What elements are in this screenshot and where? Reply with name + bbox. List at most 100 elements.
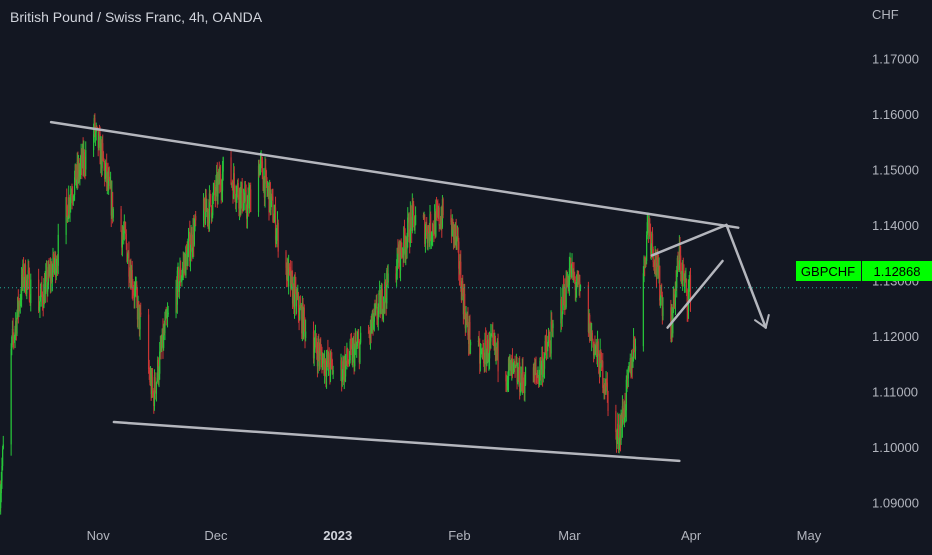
upper-trend-line[interactable] <box>49 120 740 229</box>
candle-body <box>647 217 650 233</box>
candle-body <box>150 375 152 395</box>
candle-body <box>510 360 512 376</box>
candle-body <box>632 359 634 368</box>
y-tick-label: 1.17000 <box>872 51 919 66</box>
candle-body <box>497 341 499 372</box>
candle-body <box>185 246 187 276</box>
lower-trend-line[interactable] <box>112 420 681 463</box>
candle-body <box>685 279 687 281</box>
candle-body <box>590 323 592 340</box>
candle-body <box>181 275 183 279</box>
candle-body <box>354 340 356 348</box>
candle-body <box>269 182 271 211</box>
candle-body <box>288 263 290 269</box>
candle-body <box>130 270 133 288</box>
candle-body <box>111 192 114 218</box>
candle-body <box>153 377 156 407</box>
candle-body <box>426 238 428 243</box>
candle-body <box>264 167 266 198</box>
candle-body <box>303 307 305 321</box>
candle-body <box>327 353 330 365</box>
candle-body <box>238 197 240 209</box>
candle-body <box>535 367 537 374</box>
candle-body <box>486 339 489 353</box>
candle-body <box>215 179 217 197</box>
candle-body <box>193 226 195 245</box>
candle-body <box>272 196 274 222</box>
projection-arrow-line[interactable] <box>725 223 768 329</box>
candle-body <box>161 328 163 347</box>
candle-body <box>13 336 15 340</box>
candle-body <box>151 375 153 395</box>
candle-body <box>382 313 384 315</box>
wedge-upper-line[interactable] <box>650 223 728 257</box>
time-axis[interactable]: Nov Dec 2023 Feb Mar Apr May <box>0 522 862 550</box>
candle-body <box>678 263 680 270</box>
candle-body <box>161 346 163 349</box>
candle-body <box>566 280 569 287</box>
candle-body <box>328 353 330 369</box>
candle-body <box>570 265 572 278</box>
candle-body <box>516 364 518 383</box>
candle-body <box>517 372 519 383</box>
candle-body <box>260 158 262 160</box>
candle-body <box>135 285 137 287</box>
candle-body <box>258 165 260 176</box>
candle-body <box>594 346 596 350</box>
candle-body <box>457 235 459 242</box>
candle-body <box>247 194 249 204</box>
candle-body <box>124 223 126 230</box>
candle-body <box>624 401 626 414</box>
candle-body <box>439 224 442 228</box>
candle-body <box>186 250 188 267</box>
candle-body <box>378 292 380 307</box>
candle-body <box>273 215 275 222</box>
candle-body <box>250 189 252 213</box>
candle-body <box>632 340 635 360</box>
candle-body <box>409 241 411 244</box>
candle-body <box>53 253 55 269</box>
candle-body <box>276 222 279 230</box>
candle-body <box>53 264 55 269</box>
candle-body <box>547 343 549 352</box>
candle-body <box>23 281 25 284</box>
candle-body <box>221 191 223 193</box>
candle-body <box>158 373 160 381</box>
candle-body <box>55 255 57 277</box>
candle-body <box>599 350 601 377</box>
wedge-lower-line[interactable] <box>666 259 724 329</box>
candle-body <box>679 245 681 256</box>
candle-body <box>318 342 320 352</box>
candle-body <box>603 384 605 389</box>
drawings-layer[interactable] <box>49 120 770 463</box>
candle-body <box>182 262 184 269</box>
candle-body <box>615 411 617 433</box>
candle-body <box>41 293 44 304</box>
candle-body <box>276 229 278 236</box>
candle-body <box>670 314 673 340</box>
candle-body <box>213 185 215 192</box>
price-tag-value-box <box>862 261 932 281</box>
candle-body <box>411 203 413 232</box>
candle-body <box>515 365 517 367</box>
candle-body <box>131 270 133 290</box>
candle-body <box>575 289 577 291</box>
candle-body <box>15 321 17 330</box>
candle-body <box>606 382 608 392</box>
candle-body <box>427 227 429 243</box>
candle-body <box>94 132 97 136</box>
candle-body <box>48 267 50 275</box>
candle-body <box>156 378 158 383</box>
candle-body <box>491 332 493 335</box>
candle-body <box>678 245 680 270</box>
candle-body <box>302 303 304 337</box>
candle-body <box>331 363 334 375</box>
candle-body <box>464 293 466 316</box>
candle-body <box>96 127 99 129</box>
candle-body <box>515 364 517 366</box>
candle-body <box>100 143 102 165</box>
price-tag[interactable]: GBPCHF 1.12868 <box>796 261 932 281</box>
candle-body <box>45 269 48 274</box>
